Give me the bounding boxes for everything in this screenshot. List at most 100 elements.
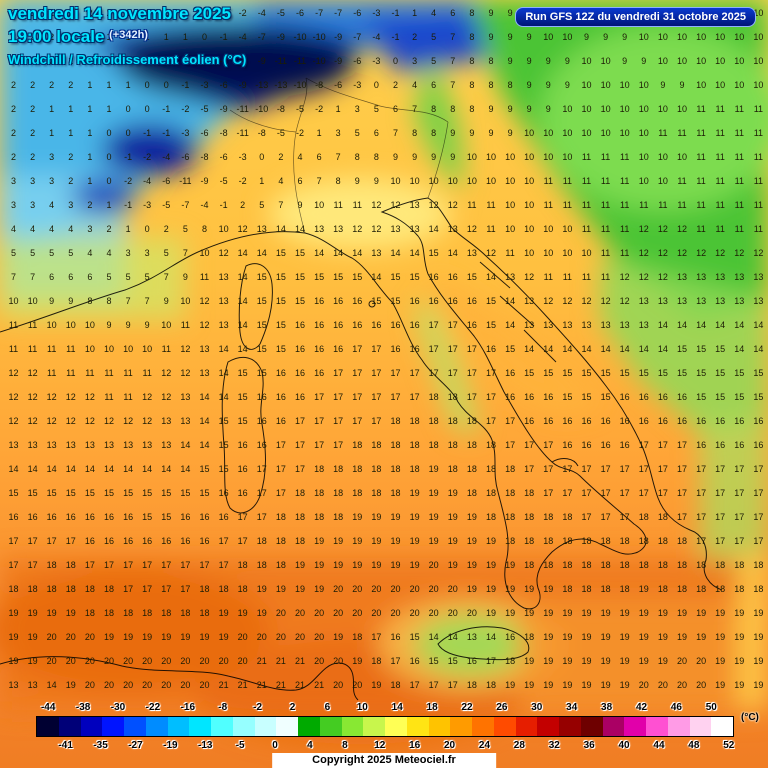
coastlines [0, 197, 723, 701]
temp-value: 18 [657, 560, 668, 570]
scale-segment [559, 717, 581, 736]
temp-value: 18 [562, 584, 573, 594]
temp-value: 10 [676, 104, 687, 114]
temp-value: 18 [409, 440, 420, 450]
scale-segment [580, 717, 603, 736]
scale-segment [711, 717, 733, 736]
temp-value: -11 [293, 56, 307, 66]
temp-value: 10 [84, 320, 95, 330]
temp-value: 14 [199, 416, 210, 426]
temp-value: 14 [657, 320, 668, 330]
temp-value: -9 [219, 104, 228, 114]
temp-value: 8 [412, 128, 418, 138]
temp-value: 11 [600, 200, 611, 210]
temp-value: 19 [466, 584, 477, 594]
scale-segment [515, 717, 538, 736]
temp-value: 19 [65, 608, 76, 618]
temp-value: 16 [199, 512, 210, 522]
temp-value: 12 [447, 200, 458, 210]
temp-value: 18 [8, 584, 19, 594]
temp-value: 11 [734, 200, 744, 210]
temp-value: 11 [486, 224, 496, 234]
temp-value: 20 [447, 608, 458, 618]
temp-value: 11 [27, 344, 38, 354]
temp-value: 16 [696, 440, 707, 450]
temp-value: 16 [524, 392, 535, 402]
temp-value: 3 [10, 176, 16, 186]
temp-value: 2 [10, 152, 16, 162]
temp-value: 8 [469, 104, 475, 114]
temp-value: 16 [466, 296, 477, 306]
temp-value: 13 [753, 272, 764, 282]
temp-value: 10 [657, 32, 668, 42]
temp-value: 16 [84, 536, 95, 546]
temp-value: 15 [715, 368, 726, 378]
temp-value: 20 [65, 656, 76, 666]
temp-value: 20 [352, 608, 363, 618]
temp-value: 12 [180, 344, 191, 354]
temp-value: 2 [68, 152, 74, 162]
temp-value: 19 [638, 632, 649, 642]
temp-value: 15 [562, 392, 573, 402]
temp-value: 20 [275, 608, 286, 618]
temp-value: 9 [144, 320, 150, 330]
time-label: 19:00 locale (+342h) [8, 27, 148, 47]
temp-value: 0 [106, 152, 112, 162]
temp-value: 18 [524, 632, 535, 642]
temp-value: 4 [431, 8, 437, 18]
temp-value: 16 [390, 344, 401, 354]
temp-value: 13 [180, 416, 191, 426]
temp-value: 8 [87, 296, 93, 306]
temp-value: 15 [734, 368, 745, 378]
temp-value: 5 [354, 128, 360, 138]
temp-value: 1 [335, 104, 341, 114]
temp-value: 12 [27, 368, 38, 378]
temp-value: 19 [390, 536, 401, 546]
temp-value: 18 [371, 488, 382, 498]
temp-value: 14 [199, 440, 210, 450]
temp-value: 16 [619, 440, 630, 450]
temp-value: -2 [315, 104, 324, 114]
temp-value: 20 [428, 560, 439, 570]
temp-value: 9 [583, 32, 589, 42]
temp-value: 12 [619, 272, 630, 282]
scale-label: 52 [723, 740, 735, 751]
temp-value: 19 [696, 632, 707, 642]
temp-value: 16 [218, 512, 229, 522]
temp-value: 17 [409, 680, 420, 690]
temp-value: 20 [390, 608, 401, 618]
temp-value: 18 [581, 584, 592, 594]
temp-value: -2 [238, 176, 247, 186]
temp-value: 17 [485, 392, 496, 402]
temp-value: 11 [8, 320, 19, 330]
temp-value: 18 [218, 584, 229, 594]
temp-value: 9 [564, 80, 570, 90]
temp-value: 17 [734, 536, 745, 546]
scale-label: 24 [478, 740, 491, 751]
temp-value: 11 [753, 176, 764, 186]
temp-value: 16 [294, 392, 305, 402]
temp-value: 18 [352, 488, 363, 498]
temp-value: -4 [200, 200, 209, 210]
temp-value: 13 [103, 440, 114, 450]
temp-value: 9 [182, 272, 188, 282]
temp-value: 10 [142, 344, 153, 354]
temp-value: 13 [218, 320, 229, 330]
temp-value: 19 [65, 680, 76, 690]
temp-value: 10 [734, 80, 745, 90]
temp-value: 18 [428, 416, 439, 426]
temp-value: 9 [488, 8, 494, 18]
temp-value: 17 [390, 368, 401, 378]
temp-value: 13 [65, 440, 76, 450]
temp-value: 17 [27, 536, 38, 546]
temp-value: 17 [103, 560, 114, 570]
temp-value: 10 [543, 224, 554, 234]
temp-value: 9 [545, 80, 551, 90]
temp-value: 2 [182, 8, 188, 18]
temp-value: 0 [106, 128, 112, 138]
temp-value: 18 [314, 488, 325, 498]
temp-value: 15 [638, 368, 649, 378]
temp-value: 2 [49, 80, 55, 90]
temp-value: 19 [390, 560, 401, 570]
